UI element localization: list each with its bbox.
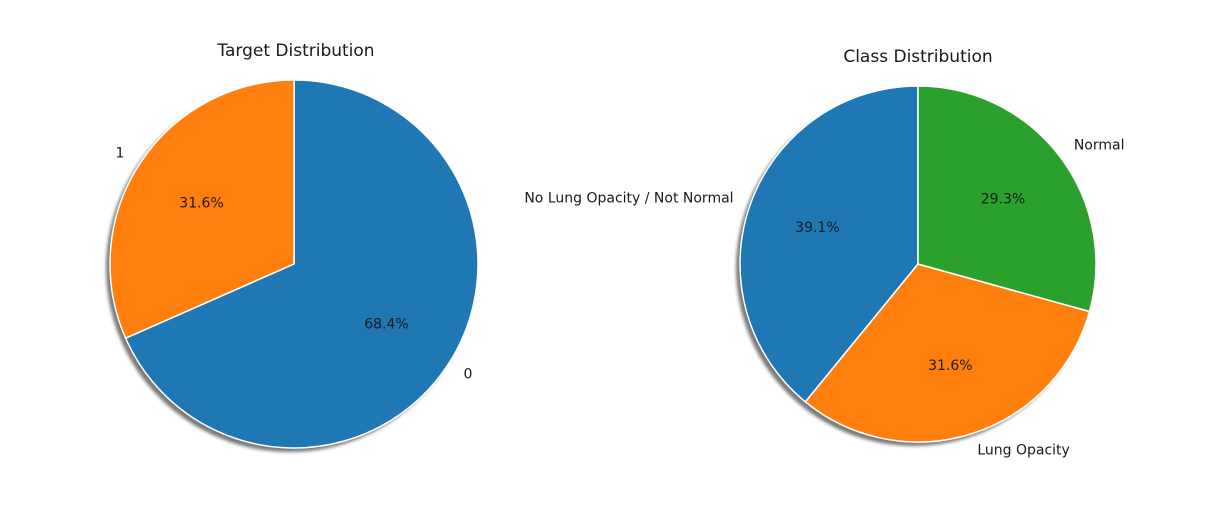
slice-label: 1 xyxy=(116,145,125,161)
chart-title: Class Distribution xyxy=(843,47,992,67)
class-distribution-pie: Class Distribution No Lung Opacity / Not… xyxy=(524,47,1124,459)
pie-slice xyxy=(917,85,1097,313)
chart-title: Target Distribution xyxy=(216,41,374,61)
pie-slice xyxy=(739,85,919,403)
slice-percent-label: 68.4% xyxy=(364,316,408,332)
pie-slice xyxy=(804,263,1091,443)
slice-percent-label: 39.1% xyxy=(795,220,839,236)
slice-label: Lung Opacity xyxy=(977,443,1069,459)
slice-label: No Lung Opacity / Not Normal xyxy=(524,190,733,206)
pie-slice xyxy=(109,79,295,339)
target-distribution-pie: Target Distribution 0 68.4% 1 31.6% xyxy=(106,41,479,452)
slice-percent-label: 31.6% xyxy=(928,358,972,374)
slice-label: Normal xyxy=(1074,137,1125,153)
slice-percent-label: 31.6% xyxy=(179,196,223,212)
slice-percent-label: 29.3% xyxy=(981,191,1025,207)
slice-label: 0 xyxy=(464,367,473,383)
pie-slice xyxy=(124,79,479,449)
